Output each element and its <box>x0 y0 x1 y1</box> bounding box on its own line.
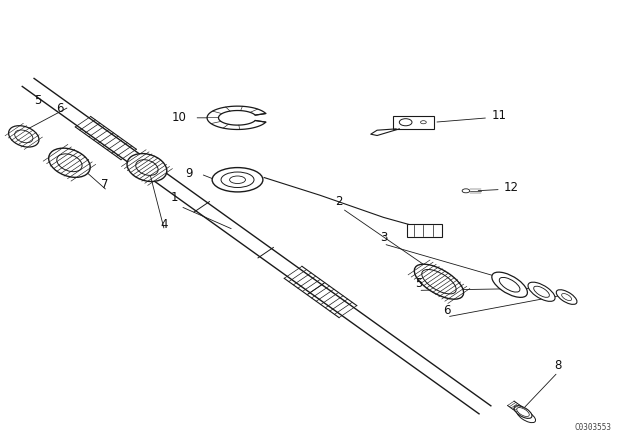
Text: C0303553: C0303553 <box>575 423 612 432</box>
Ellipse shape <box>516 408 529 417</box>
Text: 12: 12 <box>504 181 519 194</box>
Ellipse shape <box>528 282 555 302</box>
Ellipse shape <box>422 270 456 294</box>
Ellipse shape <box>492 272 527 297</box>
Ellipse shape <box>534 286 549 297</box>
Polygon shape <box>407 224 442 237</box>
Text: 5: 5 <box>415 277 422 290</box>
Ellipse shape <box>562 293 572 301</box>
Ellipse shape <box>127 154 167 181</box>
Ellipse shape <box>499 277 520 292</box>
Ellipse shape <box>49 148 90 177</box>
Text: 11: 11 <box>492 109 506 122</box>
Ellipse shape <box>514 406 532 418</box>
Text: 3: 3 <box>380 231 387 244</box>
Ellipse shape <box>15 130 33 143</box>
Ellipse shape <box>399 119 412 126</box>
Ellipse shape <box>517 409 536 422</box>
Text: 10: 10 <box>172 111 187 124</box>
Text: 6: 6 <box>443 304 451 317</box>
Ellipse shape <box>212 168 263 192</box>
Text: 9: 9 <box>186 167 193 180</box>
Ellipse shape <box>136 159 158 176</box>
Text: 6: 6 <box>56 103 63 116</box>
Ellipse shape <box>221 172 254 188</box>
Text: 5: 5 <box>34 94 42 107</box>
Ellipse shape <box>420 121 426 124</box>
Ellipse shape <box>57 154 82 172</box>
Bar <box>393 116 434 129</box>
Text: 7: 7 <box>100 178 108 191</box>
Text: 2: 2 <box>335 195 343 208</box>
Ellipse shape <box>230 176 246 184</box>
Polygon shape <box>371 129 399 135</box>
Polygon shape <box>207 106 266 129</box>
Ellipse shape <box>556 290 577 304</box>
Ellipse shape <box>8 126 39 147</box>
Text: 8: 8 <box>554 359 562 372</box>
Ellipse shape <box>462 189 470 193</box>
Text: 1: 1 <box>170 191 178 204</box>
Text: 4: 4 <box>161 217 168 231</box>
Ellipse shape <box>414 264 463 299</box>
